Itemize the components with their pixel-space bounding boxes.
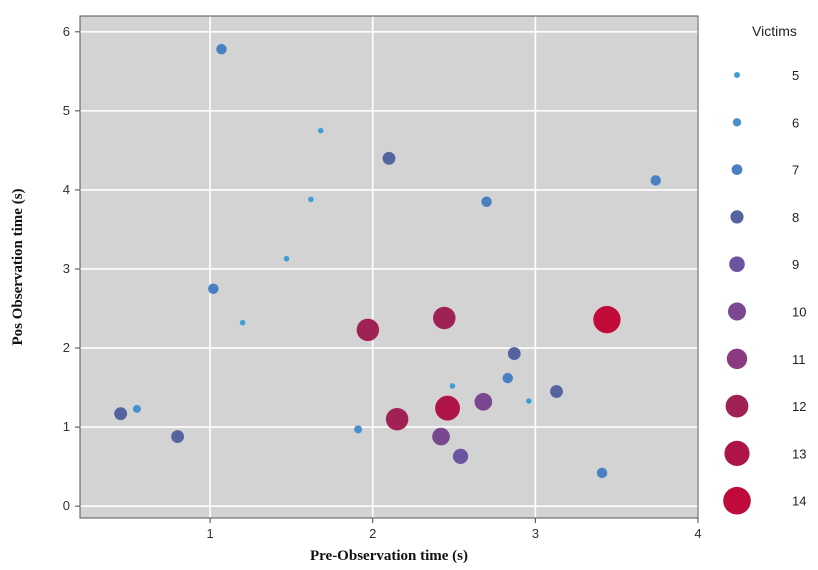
legend-label: 6 [792,115,799,130]
legend-label: 11 [792,352,806,367]
legend-label: 13 [792,446,806,461]
data-points [113,43,662,479]
data-point [432,306,456,330]
legend-marker [731,164,743,176]
y-tick-label: 4 [63,182,70,197]
data-point [307,196,315,203]
y-tick-label: 6 [63,24,70,39]
data-point [431,427,451,446]
legend-label: 12 [792,399,806,414]
data-point [449,382,456,390]
data-point [215,43,228,55]
data-point [596,467,608,479]
legend-label: 5 [792,68,799,83]
legend-title: Victims [752,23,797,39]
data-point [434,395,461,422]
y-tick-label: 1 [63,419,70,434]
y-tick-label: 5 [63,103,70,118]
plot-frame [79,15,699,519]
legend-marker [726,348,748,369]
data-point [592,305,622,334]
y-axis-title: Pos Observation time (s) [10,188,26,345]
legend-label: 10 [792,305,806,320]
legend-marker [724,440,750,466]
y-tick-label: 2 [63,340,70,355]
data-point [113,406,128,421]
plot-background [80,16,698,518]
legend-marker [732,118,742,127]
data-point [474,392,493,412]
x-tick-label: 3 [532,526,539,541]
legend-marker [723,486,751,515]
data-point [480,196,493,208]
data-point [502,372,514,384]
legend-label: 7 [792,163,799,178]
x-tick-label: 1 [206,526,213,541]
legend-label: 8 [792,210,799,225]
data-point [549,384,564,399]
legend-marker [725,394,749,418]
data-point [239,319,246,327]
data-point [525,397,533,405]
data-point [207,283,220,295]
data-point [452,448,469,465]
y-tick-label: 3 [63,261,70,276]
legend-marker [729,256,745,273]
plot-area: 1 2 3 4 0 1 2 3 4 5 6 [63,15,702,541]
legend-label: 14 [792,494,806,509]
data-point [385,407,409,431]
data-point [382,151,396,166]
axis-ticks: 1 2 3 4 0 1 2 3 4 5 6 [63,24,702,541]
data-point [317,127,324,134]
data-point [132,404,142,414]
x-axis-title: Pre-Observation time (s) [310,548,468,564]
y-tick-label: 0 [63,498,70,513]
data-point [283,255,290,262]
x-tick-label: 2 [369,526,376,541]
legend-marker [728,302,746,321]
data-point [507,346,522,361]
legend-label: 9 [792,257,799,272]
legend: Victims 5 6 7 8 9 10 11 12 13 14 [723,23,806,515]
data-point [353,424,363,434]
data-point [356,318,380,342]
legend-marker [734,72,740,78]
data-point [170,429,185,444]
legend-marker [730,210,744,224]
x-tick-label: 4 [694,526,701,541]
data-point [650,174,662,187]
